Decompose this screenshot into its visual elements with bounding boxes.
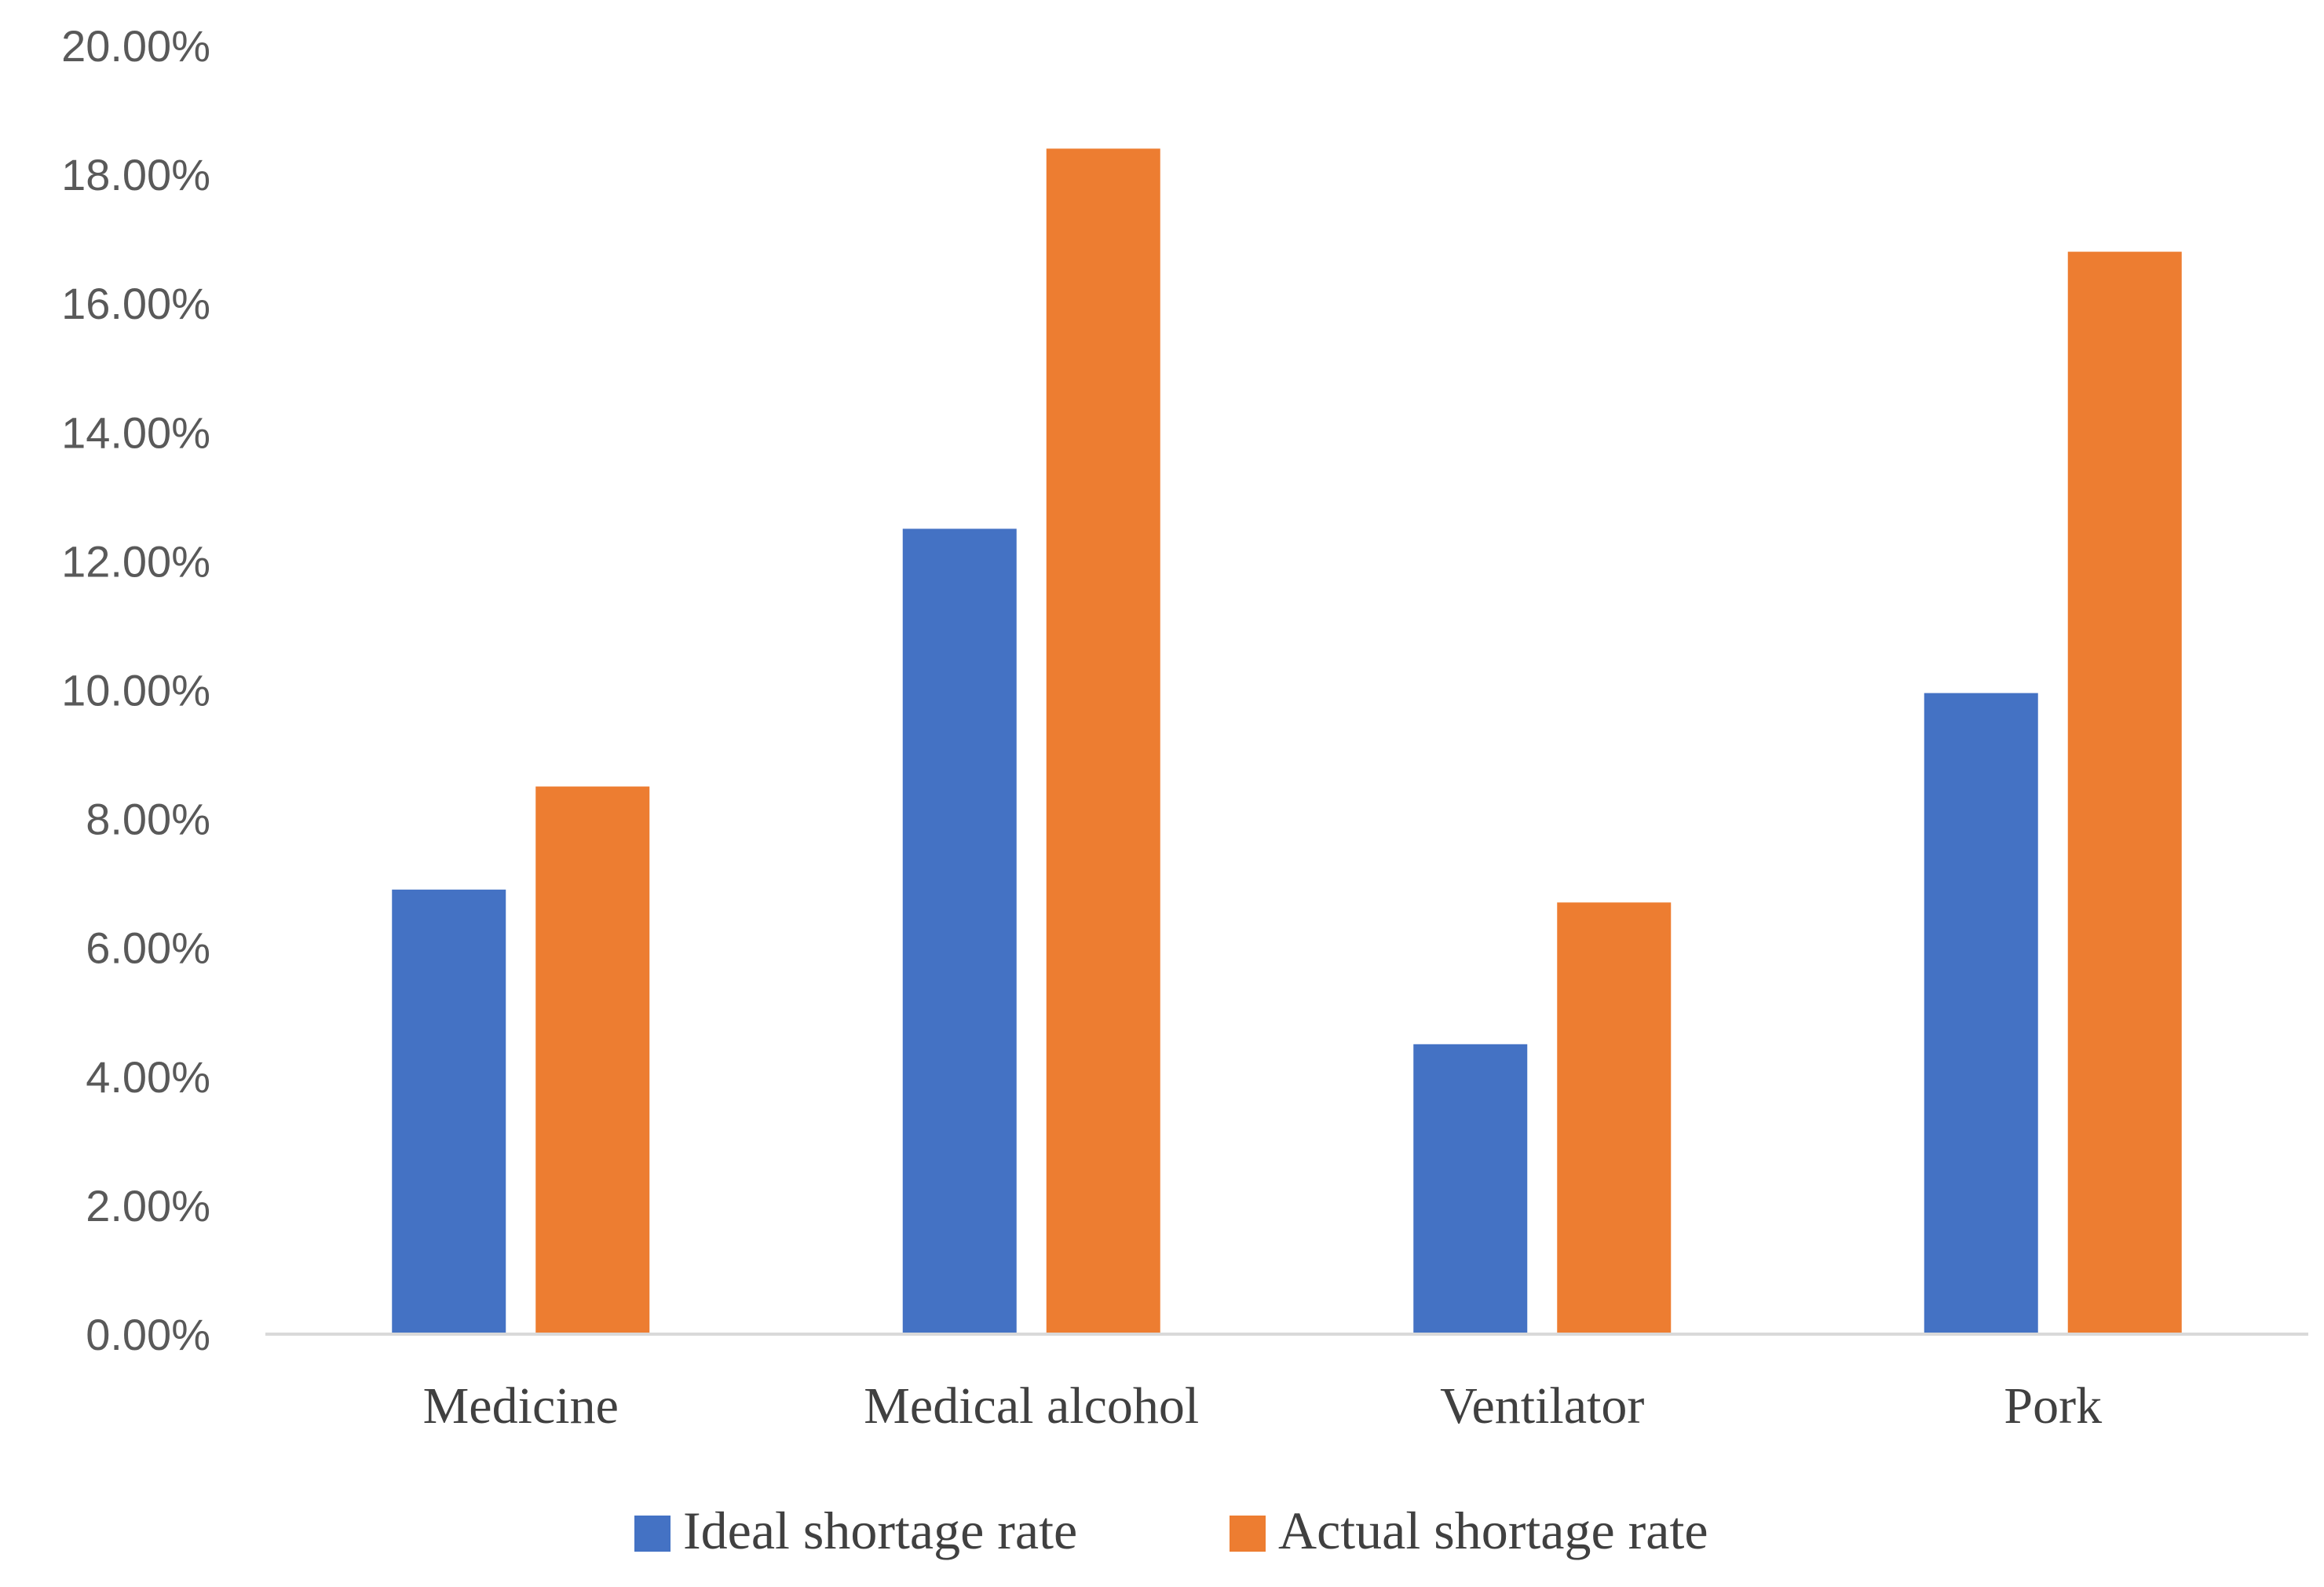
legend-actual-swatch bbox=[1230, 1516, 1266, 1552]
y-axis-ticks: 0.00% 2.00% 4.00% 6.00% 8.00% 10.00% 12.00% 14.… bbox=[61, 21, 210, 1359]
y-tick-label: 0.00% bbox=[86, 1310, 210, 1359]
x-category-label: Medicine bbox=[423, 1377, 619, 1435]
y-tick-label: 10.00% bbox=[61, 666, 210, 715]
legend-ideal-label: Ideal shortage rate bbox=[683, 1501, 1077, 1560]
y-tick-label: 14.00% bbox=[61, 408, 210, 457]
x-category-label: Ventilator bbox=[1440, 1377, 1644, 1435]
legend-actual-label: Actual shortage rate bbox=[1278, 1501, 1708, 1560]
x-axis-labels: Medicine Medical alcohol Ventilator Pork bbox=[423, 1377, 2102, 1435]
y-tick-label: 12.00% bbox=[61, 536, 210, 586]
bar-ideal-medicine bbox=[392, 889, 506, 1334]
bar-actual-pork bbox=[2067, 251, 2182, 1334]
bar-actual-medicine bbox=[535, 786, 650, 1334]
y-tick-label: 4.00% bbox=[86, 1052, 210, 1102]
y-tick-label: 2.00% bbox=[86, 1181, 210, 1230]
y-tick-label: 20.00% bbox=[61, 21, 210, 71]
y-tick-label: 18.00% bbox=[61, 150, 210, 199]
legend: Ideal shortage rate Actual shortage rate bbox=[634, 1501, 1708, 1560]
bar-ideal-medical-alcohol bbox=[902, 528, 1017, 1334]
y-tick-label: 6.00% bbox=[86, 923, 210, 973]
x-category-label: Medical alcohol bbox=[864, 1377, 1199, 1435]
bar-ideal-pork bbox=[1924, 693, 2038, 1334]
bars bbox=[392, 148, 2182, 1334]
bar-ideal-ventilator bbox=[1413, 1044, 1528, 1334]
x-category-label: Pork bbox=[2004, 1377, 2102, 1435]
y-tick-label: 8.00% bbox=[86, 795, 210, 844]
y-tick-label: 16.00% bbox=[61, 279, 210, 328]
bar-actual-ventilator bbox=[1557, 902, 1672, 1334]
bar-actual-medical-alcohol bbox=[1046, 148, 1160, 1334]
legend-ideal-swatch bbox=[634, 1516, 671, 1552]
